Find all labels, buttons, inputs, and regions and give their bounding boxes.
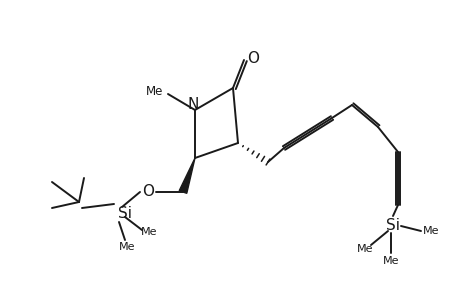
Text: Me: Me <box>140 227 157 237</box>
Text: Si: Si <box>385 218 399 233</box>
Text: O: O <box>142 184 154 200</box>
Text: Me: Me <box>146 85 163 98</box>
Text: Me: Me <box>356 244 372 254</box>
Text: O: O <box>246 50 258 65</box>
Text: Me: Me <box>422 226 438 236</box>
Text: Me: Me <box>382 256 398 266</box>
Text: Me: Me <box>118 242 135 252</box>
Text: Si: Si <box>118 206 132 221</box>
Text: N: N <box>187 97 198 112</box>
Polygon shape <box>179 158 195 193</box>
